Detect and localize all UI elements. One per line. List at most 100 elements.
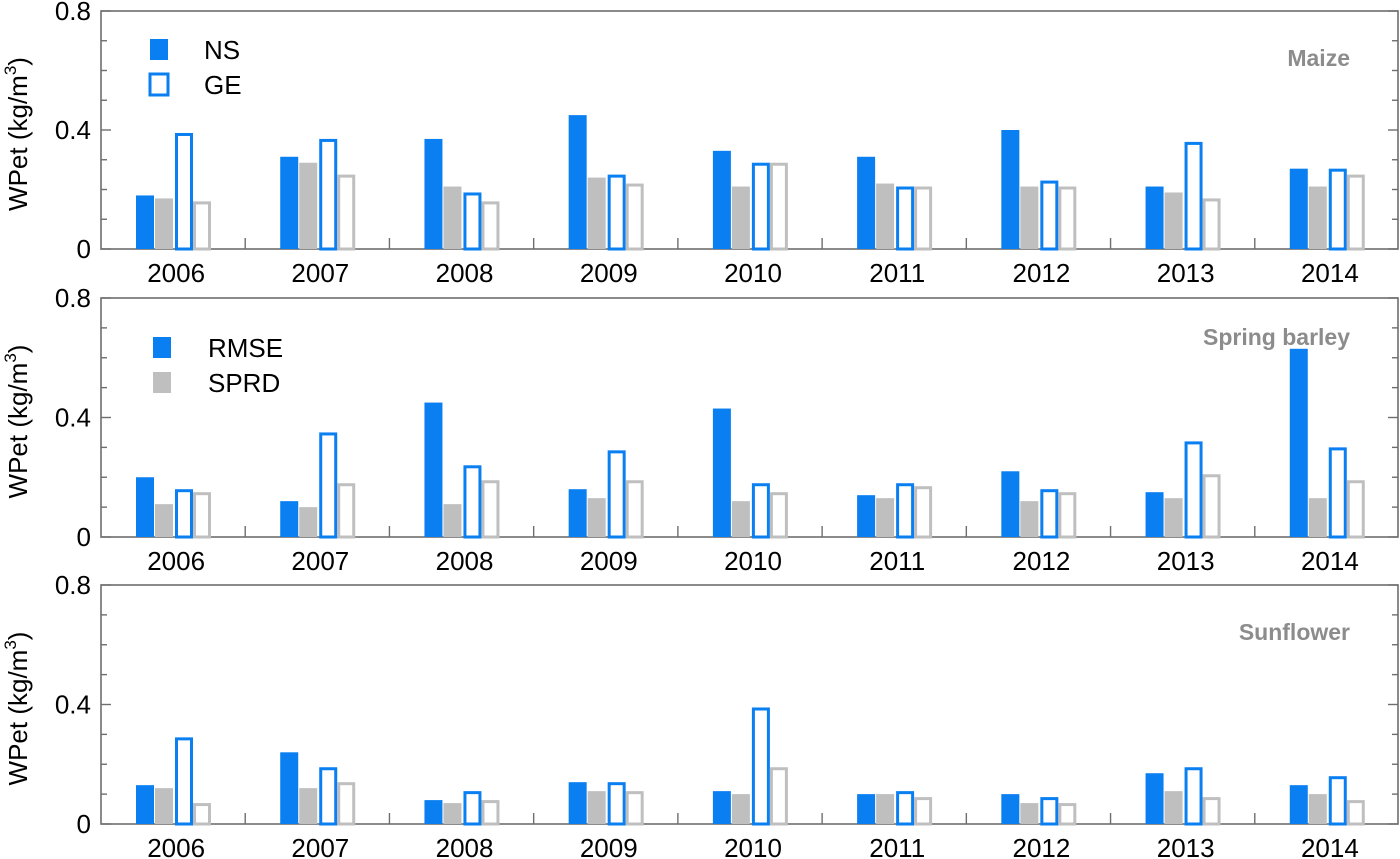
legend-ns-swatch <box>150 39 168 60</box>
bar-ge-rmse <box>1040 180 1059 251</box>
bar-ge-rmse <box>896 186 915 251</box>
bar-ge-sprd <box>914 186 933 251</box>
bar-ge-rmse <box>751 707 770 826</box>
bar-ge-rmse <box>1184 441 1203 539</box>
bar-ns-sprd <box>1020 803 1039 824</box>
x-tick-label: 2011 <box>869 258 925 288</box>
panel-1: 0 0.4 0.8 2006 2007 2008 2009 2010 2011 2012 2013 2… <box>1 283 1399 576</box>
bar-ge-rmse <box>175 132 193 251</box>
x-tick-label: 2013 <box>1157 833 1215 859</box>
x-tick-label: 2009 <box>580 546 638 576</box>
bar-ge-rmse <box>1328 447 1347 539</box>
bar-ge-sprd <box>769 492 788 539</box>
y-tick-label: 0 <box>77 522 91 552</box>
bar-ge-sprd <box>193 201 211 251</box>
legend-sprd-swatch <box>153 372 171 393</box>
bar-ge-sprd <box>625 183 644 251</box>
x-tick-label: 2011 <box>869 833 925 859</box>
legend-ge-label: GE <box>204 70 242 100</box>
bar-ge-rmse <box>319 432 338 539</box>
bar-ge-rmse <box>463 192 482 251</box>
bar-ns-sprd <box>299 162 318 249</box>
bar-ns-sprd <box>1308 186 1327 249</box>
x-tick-label: 2007 <box>291 546 349 576</box>
bar-ge-sprd <box>914 797 933 826</box>
x-tick-label: 2011 <box>869 546 925 576</box>
bar-ge-rmse <box>175 489 193 539</box>
bar-ge-sprd <box>337 782 356 826</box>
panel-0: 0 0.4 0.8 2006 2007 2008 2009 2010 2011 2012 2013 2… <box>1 0 1399 288</box>
bar-ns-sprd <box>155 504 173 537</box>
bar-ns-rmse <box>136 195 154 249</box>
bar-ge-sprd <box>1346 480 1365 539</box>
bar-ns-sprd <box>443 803 462 824</box>
bar-ge-sprd <box>1346 174 1365 251</box>
bar-ns-rmse <box>568 489 587 537</box>
bar-ns-sprd <box>299 788 318 824</box>
bar-ns-sprd <box>1020 501 1039 537</box>
bar-ns-sprd <box>1308 794 1327 824</box>
bar-ge-sprd <box>1058 492 1077 539</box>
x-tick-label: 2014 <box>1301 546 1359 576</box>
bar-ge-rmse <box>751 483 770 539</box>
bar-ge-rmse <box>1328 168 1347 251</box>
bar-ns-sprd <box>299 507 318 537</box>
bar-ns-rmse <box>857 156 876 249</box>
x-tick-label: 2014 <box>1301 833 1359 859</box>
bar-ns-sprd <box>876 183 895 249</box>
bar-ns-sprd <box>731 501 750 537</box>
legend-sprd-label: SPRD <box>208 368 280 398</box>
bar-ns-sprd <box>155 198 173 249</box>
x-tick-label: 2014 <box>1301 258 1359 288</box>
bar-ns-sprd <box>587 177 606 249</box>
bar-ns-rmse <box>424 402 443 537</box>
y-tick-label: 0.8 <box>55 0 91 26</box>
bar-ge-sprd <box>769 767 788 826</box>
bar-ns-sprd <box>731 794 750 824</box>
bar-ge-rmse <box>896 483 915 539</box>
bar-ns-rmse <box>1001 471 1020 537</box>
y-tick-label: 0 <box>77 809 91 839</box>
bar-ge-rmse <box>607 174 626 251</box>
bar-ge-sprd <box>1202 198 1221 251</box>
bar-ns-sprd <box>1308 498 1327 537</box>
bar-ns-rmse <box>280 752 299 824</box>
bar-ns-rmse <box>1289 168 1308 249</box>
bar-ge-rmse <box>607 450 626 539</box>
bar-ge-rmse <box>1184 767 1203 826</box>
bar-ge-sprd <box>337 483 356 539</box>
bar-ns-sprd <box>587 791 606 824</box>
bar-ge-rmse <box>1040 489 1059 539</box>
bar-ge-sprd <box>769 162 788 251</box>
legend-top: NS GE <box>148 35 242 100</box>
bar-ge-sprd <box>1202 797 1221 826</box>
bar-ge-rmse <box>1040 797 1059 826</box>
x-tick-label: 2006 <box>147 258 205 288</box>
bar-ns-sprd <box>876 498 895 537</box>
bar-ns-rmse <box>712 791 731 824</box>
bar-ns-rmse <box>136 785 154 824</box>
y-tick-label: 0.8 <box>55 570 91 600</box>
bar-ns-sprd <box>443 504 462 537</box>
bar-ge-rmse <box>175 737 193 826</box>
x-tick-label: 2006 <box>147 546 205 576</box>
bar-ge-sprd <box>1346 800 1365 826</box>
y-axis-label: WPet (kg/m3) <box>1 57 33 211</box>
x-tick-label: 2013 <box>1157 546 1215 576</box>
bar-ns-rmse <box>712 150 731 249</box>
panel-title: Maize <box>1287 45 1350 71</box>
bar-ge-sprd <box>1058 803 1077 826</box>
x-tick-label: 2009 <box>580 258 638 288</box>
y-axis-label: WPet (kg/m3) <box>1 632 33 786</box>
bar-ge-sprd <box>625 480 644 539</box>
bar-ge-rmse <box>1184 141 1203 251</box>
bar-ge-rmse <box>463 791 482 826</box>
bar-ns-rmse <box>424 800 443 824</box>
x-tick-label: 2010 <box>724 833 782 859</box>
bar-ns-sprd <box>155 788 173 824</box>
legend-rmse-swatch <box>153 337 171 358</box>
bar-ns-sprd <box>1164 498 1183 537</box>
bar-ns-rmse <box>1145 773 1164 824</box>
panel-title: Spring barley <box>1203 324 1350 350</box>
bar-ge-rmse <box>319 767 338 826</box>
